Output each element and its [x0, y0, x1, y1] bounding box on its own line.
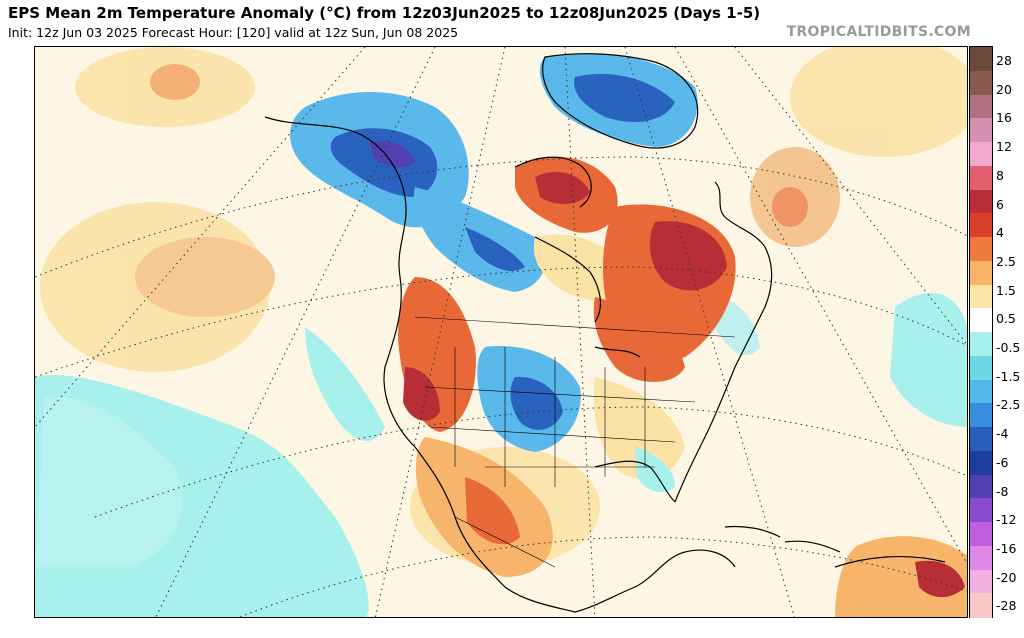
colorbar-segment — [970, 308, 992, 333]
colorbar-segment — [970, 403, 992, 428]
colorbar-tick-label: 8 — [996, 167, 1004, 183]
colorbar-segment — [970, 545, 992, 570]
political-borders — [414, 316, 736, 568]
brand-watermark: TROPICALTIDBITS.COM — [786, 24, 971, 40]
colorbar-segment — [970, 427, 992, 452]
colorbar-tick-label: -20 — [996, 569, 1017, 585]
colorbar-segment — [970, 355, 992, 380]
colorbar-tick-label: 16 — [996, 110, 1012, 126]
colorbar-tick-label: -16 — [996, 540, 1017, 556]
colorbar-tick-label: 1.5 — [996, 282, 1016, 298]
colorbar-segment — [970, 474, 992, 499]
anomaly-map-graphic — [35, 47, 967, 617]
colorbar-segment — [970, 213, 992, 238]
colorbar-segment — [970, 522, 992, 547]
map-subtitle: Init: 12z Jun 03 2025 Forecast Hour: [12… — [8, 25, 459, 40]
warm-ocean-patches — [40, 47, 967, 567]
colorbar-segment — [970, 260, 992, 285]
colorbar-segment — [970, 593, 992, 618]
anomaly-map — [34, 46, 968, 618]
colorbar-tick-label: -4 — [996, 426, 1009, 442]
colorbar-segment — [970, 379, 992, 404]
colorbar-tick-label: -28 — [996, 598, 1017, 614]
colorbar-segment — [970, 189, 992, 214]
colorbar-segment — [970, 237, 992, 262]
graticule — [35, 47, 967, 617]
colorbar-tick-label: -1.5 — [996, 368, 1021, 384]
colorbar-segment — [970, 94, 992, 119]
colorbar-tick-label: -6 — [996, 454, 1009, 470]
coastlines — [264, 53, 946, 613]
colorbar-tick-label: 12 — [996, 139, 1012, 155]
colorbar-tick-label: 28 — [996, 53, 1012, 68]
colorbar-tick-label: 2.5 — [996, 253, 1016, 269]
colorbar-segment — [970, 332, 992, 357]
colorbar-segment — [970, 569, 992, 594]
colorbar-tick-label: -0.5 — [996, 340, 1021, 355]
colorbar-tick-label: -8 — [996, 483, 1009, 499]
colorbar-segment — [970, 450, 992, 475]
colorbar-segment — [970, 118, 992, 143]
colorbar-tick-label: -12 — [996, 512, 1017, 528]
colorbar — [969, 46, 993, 618]
colorbar-tick-label: 6 — [996, 196, 1004, 212]
colorbar-segment — [970, 284, 992, 309]
colorbar-segment — [970, 165, 992, 190]
colorbar-tick-label: 4 — [996, 225, 1004, 241]
map-title: EPS Mean 2m Temperature Anomaly (°C) fro… — [8, 4, 761, 22]
colorbar-segment — [970, 142, 992, 167]
colorbar-segment — [970, 47, 992, 72]
colorbar-tick-label: 0.5 — [996, 311, 1016, 327]
colorbar-segment — [970, 70, 992, 95]
land-anomaly-fields — [290, 53, 967, 617]
colorbar-tick-label: 20 — [996, 81, 1012, 97]
colorbar-segment — [970, 498, 992, 523]
colorbar-tick-label: -2.5 — [996, 397, 1021, 413]
